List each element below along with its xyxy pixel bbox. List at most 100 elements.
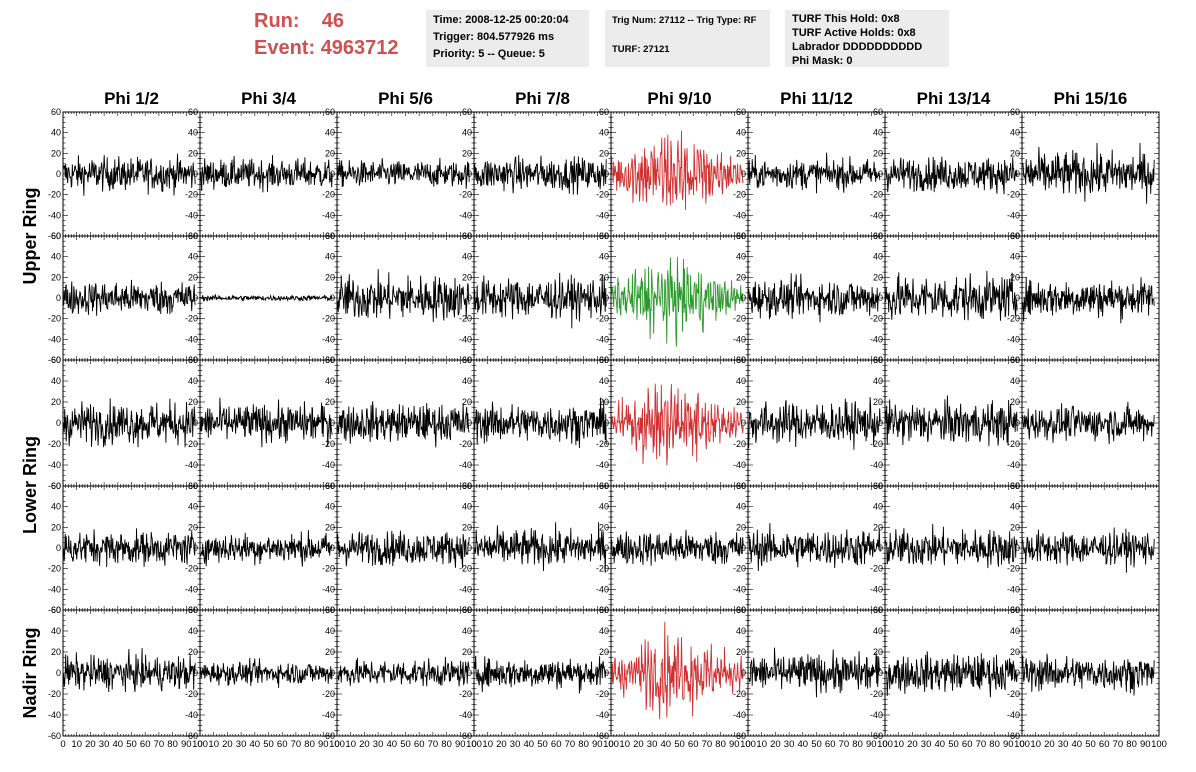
- x-tick-label: 10: [482, 739, 493, 750]
- trig-num-text: Trig Num: 27112 -- Trig Type: RF: [612, 15, 757, 26]
- y-tick-label: 60: [873, 107, 883, 117]
- y-tick-label: 40: [873, 252, 883, 262]
- y-tick-label: 60: [51, 605, 61, 615]
- y-tick-label: 60: [325, 355, 335, 365]
- y-tick-label: 60: [51, 231, 61, 241]
- trigger-text: Trigger: 804.577926 ms: [433, 31, 555, 43]
- x-tick-label: 70: [1113, 739, 1124, 750]
- y-tick-label: 40: [1010, 376, 1020, 386]
- x-tick-label: 60: [1099, 739, 1110, 750]
- y-tick-label: 20: [462, 647, 472, 657]
- x-tick-label: 30: [99, 739, 110, 750]
- y-tick-label: -40: [1007, 210, 1020, 220]
- waveform-trace: [885, 270, 1018, 321]
- y-tick-label: 40: [188, 626, 198, 636]
- x-tick-label: 80: [578, 739, 589, 750]
- waveform-trace: [337, 269, 470, 323]
- y-tick-label: -20: [733, 190, 746, 200]
- y-tick-label: 0: [1015, 418, 1020, 428]
- y-tick-label: -40: [1007, 710, 1020, 720]
- y-tick-label: 40: [51, 376, 61, 386]
- y-tick-label: 20: [1010, 647, 1020, 657]
- waveform-trace: [200, 155, 333, 193]
- x-tick-label: 70: [154, 739, 165, 750]
- x-tick-label: 0: [197, 739, 202, 750]
- ring-label: Nadir Ring: [20, 627, 40, 718]
- y-tick-label: 40: [599, 502, 609, 512]
- y-tick-label: 0: [467, 668, 472, 678]
- x-tick-label: 40: [935, 739, 946, 750]
- waveform-trace: [474, 655, 607, 694]
- x-tick-label: 10: [619, 739, 630, 750]
- x-tick-label: 30: [784, 739, 795, 750]
- y-tick-label: -40: [596, 584, 609, 594]
- y-tick-label: 60: [188, 231, 198, 241]
- y-tick-label: -20: [185, 564, 198, 574]
- y-tick-label: 40: [599, 376, 609, 386]
- waveform-trace: [63, 647, 196, 693]
- y-tick-label: 60: [325, 107, 335, 117]
- waveform-trace: [748, 647, 881, 698]
- x-tick-label: 10: [756, 739, 767, 750]
- y-tick-label: 0: [193, 543, 198, 553]
- x-tick-label: 100: [192, 739, 208, 750]
- y-tick-label: -40: [322, 710, 335, 720]
- x-tick-label: 10: [893, 739, 904, 750]
- y-tick-label: -40: [322, 210, 335, 220]
- y-tick-label: -20: [1007, 190, 1020, 200]
- y-tick-label: 60: [873, 231, 883, 241]
- y-tick-label: 20: [1010, 397, 1020, 407]
- y-tick-label: 20: [188, 272, 198, 282]
- y-tick-label: -20: [596, 564, 609, 574]
- y-tick-label: -20: [733, 689, 746, 699]
- y-tick-label: 20: [599, 647, 609, 657]
- y-tick-label: 60: [599, 481, 609, 491]
- y-tick-label: -20: [459, 439, 472, 449]
- y-tick-label: -40: [596, 460, 609, 470]
- x-tick-label: 100: [1014, 739, 1030, 750]
- x-tick-label: 30: [1058, 739, 1069, 750]
- y-tick-label: 40: [1010, 128, 1020, 138]
- x-tick-label: 60: [140, 739, 151, 750]
- waveform-trace: [1022, 401, 1155, 445]
- y-tick-label: -40: [870, 584, 883, 594]
- y-tick-label: 0: [1015, 543, 1020, 553]
- column-title: Phi 11/12: [780, 89, 853, 108]
- y-tick-label: -40: [733, 334, 746, 344]
- waveform-trace: [885, 395, 1018, 447]
- y-tick-label: 0: [467, 543, 472, 553]
- y-tick-label: -20: [48, 314, 61, 324]
- waveform-trace: [200, 530, 333, 567]
- x-tick-label: 90: [1140, 739, 1151, 750]
- y-tick-label: -20: [459, 564, 472, 574]
- x-tick-label: 80: [989, 739, 1000, 750]
- y-tick-label: 20: [462, 522, 472, 532]
- waveform-trace: [200, 397, 333, 448]
- y-tick-label: 40: [462, 626, 472, 636]
- x-tick-label: 20: [85, 739, 96, 750]
- ring-label: Lower Ring: [20, 436, 40, 534]
- y-tick-label: -60: [48, 481, 61, 491]
- x-tick-label: 80: [167, 739, 178, 750]
- y-tick-label: 60: [736, 355, 746, 365]
- x-tick-label: 40: [524, 739, 535, 750]
- y-tick-label: 40: [873, 128, 883, 138]
- y-tick-label: -20: [870, 314, 883, 324]
- y-tick-label: -20: [185, 190, 198, 200]
- y-tick-label: 20: [325, 647, 335, 657]
- y-tick-label: -20: [870, 689, 883, 699]
- y-tick-label: 0: [56, 668, 61, 678]
- y-tick-label: 60: [188, 481, 198, 491]
- y-tick-label: 40: [736, 252, 746, 262]
- x-tick-label: 100: [1151, 739, 1167, 750]
- y-tick-label: 20: [599, 272, 609, 282]
- y-tick-label: 20: [188, 397, 198, 407]
- ring-label: Upper Ring: [20, 188, 40, 285]
